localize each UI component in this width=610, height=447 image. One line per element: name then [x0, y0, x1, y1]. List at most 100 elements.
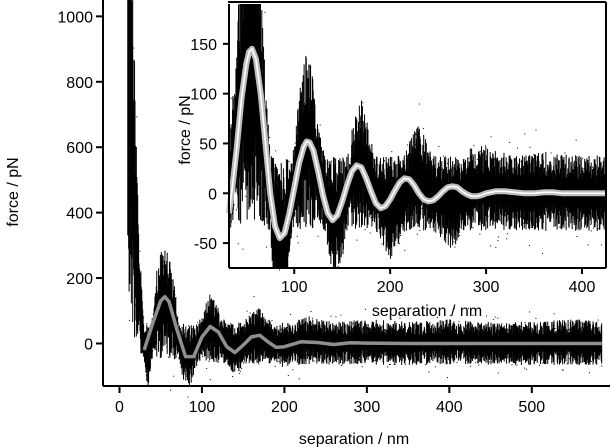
main-fit-line [142, 294, 602, 359]
data-outlier-point [352, 323, 354, 325]
data-outlier-point [356, 239, 358, 241]
x-tick-label: 500 [518, 399, 545, 416]
data-outlier-point [404, 363, 406, 365]
data-outlier-point [555, 353, 557, 355]
data-outlier-point [319, 124, 321, 126]
data-outlier-point [364, 229, 366, 231]
data-outlier-point [279, 269, 281, 271]
data-outlier-point [174, 294, 176, 296]
data-outlier-point [152, 350, 154, 352]
data-outlier-point [175, 297, 177, 299]
data-outlier-point [286, 326, 288, 328]
data-outlier-point [242, 362, 244, 364]
data-outlier-point [340, 314, 342, 316]
data-outlier-point [519, 161, 521, 163]
data-outlier-point [129, 319, 131, 321]
data-outlier-point [292, 369, 294, 371]
data-outlier-point [591, 175, 593, 177]
data-outlier-point [490, 245, 492, 247]
data-outlier-point [587, 244, 589, 246]
y-tick-label: 400 [66, 206, 93, 223]
data-outlier-point [313, 360, 315, 362]
data-outlier-point [239, 370, 241, 372]
data-outlier-point [537, 333, 539, 335]
data-outlier-point [459, 234, 461, 236]
data-outlier-point [253, 296, 255, 298]
data-outlier-point [278, 360, 280, 362]
data-outlier-point [575, 139, 577, 141]
data-outlier-point [473, 145, 475, 147]
data-outlier-point [389, 363, 391, 365]
data-outlier-point [278, 331, 280, 333]
inset-y-axis-title: force / pN [177, 95, 194, 164]
data-outlier-point [422, 128, 424, 130]
data-outlier-point [369, 232, 371, 234]
data-outlier-point [144, 371, 146, 373]
data-outlier-point [245, 195, 247, 197]
data-outlier-point [391, 151, 393, 153]
data-outlier-point [406, 222, 408, 224]
data-outlier-point [266, 246, 268, 248]
data-outlier-point [399, 243, 401, 245]
data-outlier-point [264, 11, 266, 13]
data-outlier-point [271, 324, 273, 326]
data-outlier-point [419, 230, 421, 232]
data-outlier-point [458, 321, 460, 323]
data-outlier-point [304, 102, 306, 104]
data-outlier-point [418, 103, 420, 105]
data-outlier-point [143, 316, 145, 318]
data-outlier-point [249, 312, 251, 314]
main-x-ticks: 0 100 200 300 400 500 [115, 386, 545, 416]
y-tick-label: 0 [84, 336, 93, 353]
data-outlier-point [362, 102, 364, 104]
data-outlier-point [531, 359, 533, 361]
data-outlier-point [443, 155, 445, 157]
inset-x-axis-title: separation / nm [372, 303, 482, 320]
data-outlier-point [592, 227, 594, 229]
data-outlier-point [393, 363, 395, 365]
data-outlier-point [541, 252, 543, 254]
inset-panel: 100 200 300 400 -50 0 50 100 150 separation / n… [177, 0, 610, 320]
data-outlier-point [399, 317, 401, 319]
data-outlier-point [484, 145, 486, 147]
x-tick-label: 300 [473, 279, 500, 296]
data-outlier-point [475, 361, 477, 363]
x-tick-label: 200 [377, 279, 404, 296]
data-outlier-point [271, 320, 273, 322]
data-outlier-point [497, 317, 499, 319]
data-outlier-point [230, 323, 232, 325]
data-outlier-point [487, 215, 489, 217]
data-outlier-point [242, 326, 244, 328]
data-outlier-point [453, 308, 455, 310]
data-outlier-point [365, 127, 367, 129]
data-outlier-point [447, 244, 449, 246]
data-outlier-point [597, 319, 599, 321]
data-outlier-point [478, 364, 480, 366]
data-outlier-point [399, 235, 401, 237]
data-outlier-point [427, 308, 429, 310]
data-outlier-point [238, 373, 240, 375]
x-tick-label: 400 [569, 279, 596, 296]
data-outlier-point [404, 249, 406, 251]
data-outlier-point [467, 307, 469, 309]
data-outlier-point [146, 323, 148, 325]
data-outlier-point [552, 322, 554, 324]
data-outlier-point [522, 222, 524, 224]
data-outlier-point [388, 364, 390, 366]
data-outlier-point [428, 371, 430, 373]
data-outlier-point [438, 146, 440, 148]
data-outlier-point [305, 350, 307, 352]
data-outlier-point [208, 360, 210, 362]
data-outlier-point [582, 157, 584, 159]
data-outlier-point [511, 364, 513, 366]
data-outlier-point [489, 361, 491, 363]
data-outlier-point [424, 364, 426, 366]
data-outlier-point [232, 375, 234, 377]
data-outlier-point [269, 136, 271, 138]
data-outlier-point [370, 217, 372, 219]
data-outlier-point [188, 325, 190, 327]
data-outlier-point [290, 314, 292, 316]
data-outlier-point [406, 144, 408, 146]
data-outlier-point [486, 315, 488, 317]
data-outlier-point [202, 355, 204, 357]
